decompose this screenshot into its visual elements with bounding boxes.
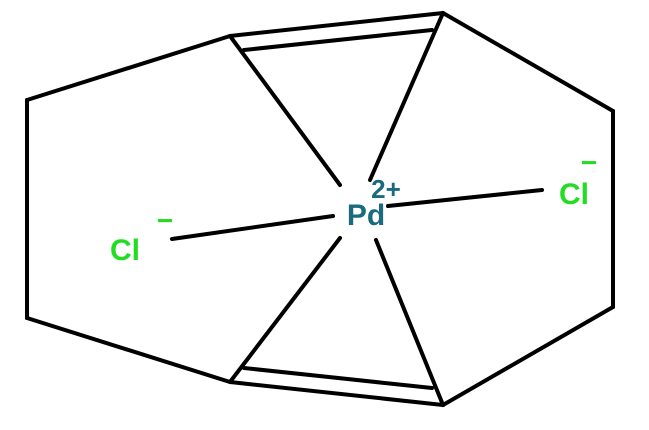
double-bond-top-outer <box>228 11 445 38</box>
chloride-right-label: Cl <box>559 178 589 211</box>
ring-bond <box>441 305 615 407</box>
palladium-atom-label: Pd <box>347 199 385 232</box>
pd-alkene-bond <box>368 11 445 182</box>
ring-bond <box>25 34 232 102</box>
ring-bond <box>441 11 615 113</box>
chloride-left-label: Cl <box>110 234 140 267</box>
chloride-left-charge: − <box>157 205 173 236</box>
pd-alkene-bond <box>228 34 342 187</box>
pd-alkene-bond <box>374 238 445 407</box>
ring-bond <box>25 316 232 384</box>
pd-cl-bond-left <box>170 214 335 241</box>
chloride-right-charge: − <box>581 147 597 178</box>
pd-alkene-bond <box>228 236 342 384</box>
double-bond-bottom-inner <box>242 366 434 390</box>
double-bond-bottom-outer <box>228 380 445 407</box>
palladium-charge-label: 2+ <box>371 174 401 204</box>
double-bond-top-inner <box>242 28 434 52</box>
pd-cl-bond-right <box>386 188 544 208</box>
